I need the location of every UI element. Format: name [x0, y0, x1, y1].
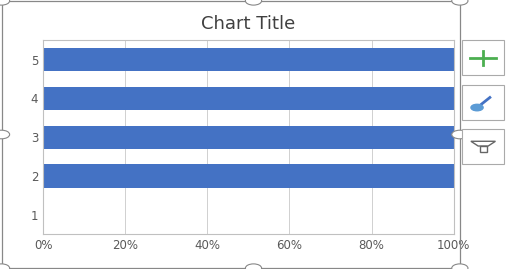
Bar — [43, 126, 454, 149]
Title: Chart Title: Chart Title — [201, 15, 296, 33]
Bar — [43, 48, 454, 71]
Bar — [43, 87, 454, 110]
Bar — [43, 164, 454, 187]
